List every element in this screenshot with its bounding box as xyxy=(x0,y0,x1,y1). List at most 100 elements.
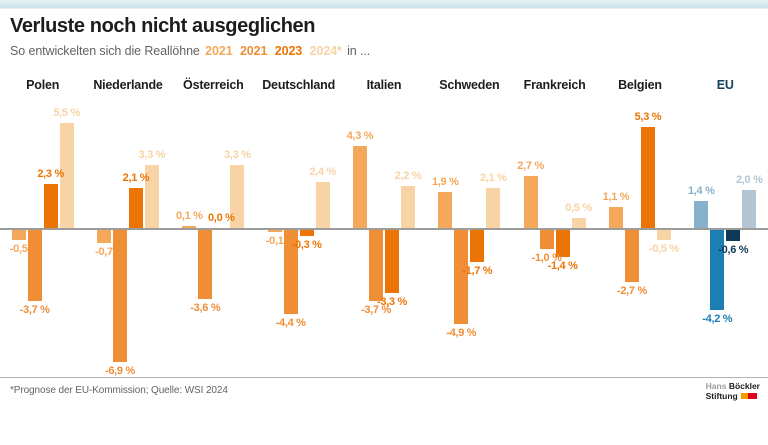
bar-value-label: 4,3 % xyxy=(346,130,374,142)
bar-2023-italien xyxy=(384,230,399,293)
bar-2024-polen xyxy=(59,123,74,228)
subtitle-suffix: in ... xyxy=(347,44,371,58)
bar-value-label: -3,3 % xyxy=(376,296,407,308)
bar-2024-niederlande xyxy=(144,165,159,228)
chart-subtitle: So entwickelten sich die Reallöhne 2021 … xyxy=(10,44,758,58)
country-group-sterreich: Österreich 0,1 % -3,6 % 0,0 % 3,3 % xyxy=(171,70,256,377)
country-group-eu: EU 1,4 % -4,2 % -0,6 % 2,0 % xyxy=(683,70,768,377)
page-title: Verluste noch nicht ausgeglichen xyxy=(10,15,316,37)
country-group-belgien: Belgien 1,1 % -2,7 % 5,3 % -0,5 % xyxy=(597,70,682,377)
legend-year-4: 2024* xyxy=(309,44,342,58)
zero-baseline xyxy=(0,228,768,230)
bar-2021-belgien xyxy=(624,230,639,282)
bar-2024-deutschland xyxy=(315,182,330,228)
bar-value-label: -0,6 % xyxy=(718,244,749,256)
logo-mark-icon xyxy=(740,392,757,399)
bar-2021-italien xyxy=(352,146,367,228)
bar-value-label: 3,3 % xyxy=(223,149,251,161)
bar-2021-schweden xyxy=(454,230,469,324)
country-label: Niederlande xyxy=(93,78,163,92)
bar-value-label: -4,9 % xyxy=(446,327,477,339)
bar-2023-polen xyxy=(43,184,58,228)
bar-2023-niederlande xyxy=(128,188,143,228)
bar-2021-eu xyxy=(710,230,725,310)
bar-value-label: -4,4 % xyxy=(275,317,306,329)
bar-value-label: -1,4 % xyxy=(547,260,578,272)
legend-year-2: 2021 xyxy=(239,44,268,58)
bar-value-label: 2,1 % xyxy=(479,172,507,184)
bar-2021-deutschland xyxy=(267,230,282,232)
bar-value-label: -4,2 % xyxy=(702,313,733,325)
bar-value-label: 5,3 % xyxy=(634,111,662,123)
bar-value-label: 0,5 % xyxy=(565,202,592,214)
country-label: Polen xyxy=(26,78,60,92)
country-label: Belgien xyxy=(618,78,662,92)
bar-value-label: 5,5 % xyxy=(53,107,80,119)
chart: Polen -0,5 -3,7 % 2,3 % 5,5 % Niederlande -0,7… xyxy=(0,70,768,377)
country-label: EU xyxy=(716,78,734,92)
bar-2021-niederlande xyxy=(96,230,111,243)
bar-2024-sterreich xyxy=(230,165,245,228)
country-group-niederlande: Niederlande -0,7 -6,9 % 2,1 % 3,3 % xyxy=(85,70,170,377)
bar-2021-sterreich xyxy=(198,230,213,299)
country-label: Schweden xyxy=(439,78,500,92)
bar-value-label: -1,7 % xyxy=(462,265,493,277)
country-group-italien: Italien 4,3 % -3,7 % -3,3 % 2,2 % xyxy=(341,70,426,377)
bar-2023-frankreich xyxy=(555,230,570,257)
country-group-schweden: Schweden 1,9 % -4,9 % -1,7 % 2,1 % xyxy=(427,70,512,377)
bar-value-label: 1,1 % xyxy=(602,191,630,203)
bar-2024-frankreich xyxy=(571,218,586,228)
bar-2024-italien xyxy=(400,186,415,228)
country-group-polen: Polen -0,5 -3,7 % 2,3 % 5,5 % xyxy=(0,70,85,377)
bar-value-label: 1,4 % xyxy=(687,185,715,197)
bar-value-label: -6,9 % xyxy=(104,365,135,377)
bar-value-label: -3,7 % xyxy=(360,304,391,316)
subtitle-prefix: So entwickelten sich die Reallöhne xyxy=(10,44,200,58)
bar-value-label: 0,0 % xyxy=(207,212,235,224)
bar-value-label: -0,7 xyxy=(95,246,113,258)
logo-text-hans: Hans xyxy=(705,381,727,391)
bar-2021-niederlande xyxy=(112,230,127,362)
bar-value-label: 3,3 % xyxy=(138,149,166,161)
country-group-frankreich: Frankreich 2,7 % -1,0 % -1,4 % 0,5 % xyxy=(512,70,597,377)
bar-value-label: -0,5 xyxy=(9,243,28,255)
bar-2021-deutschland xyxy=(283,230,298,314)
bar-2021-schweden xyxy=(438,192,453,228)
hans-boeckler-stiftung-logo: Hans Böckler Stiftung xyxy=(705,381,760,402)
top-accent-strip xyxy=(0,0,768,9)
bar-value-label: 1,9 % xyxy=(431,176,459,188)
bar-2021-polen xyxy=(27,230,42,301)
bar-value-label: -3,6 % xyxy=(190,302,221,314)
country-label: Frankreich xyxy=(523,78,586,92)
bar-2021-belgien xyxy=(608,207,623,228)
bar-value-label: 2,0 % xyxy=(735,174,763,186)
bar-value-label: -1,0 % xyxy=(531,252,562,264)
bar-2023-deutschland xyxy=(299,230,314,236)
bar-value-label: -0,5 % xyxy=(648,243,679,255)
header: Verluste noch nicht ausgeglichen So entw… xyxy=(10,15,758,58)
country-group-deutschland: Deutschland -0,1 -4,4 % -0,3 % 2,4 % xyxy=(256,70,341,377)
bar-2024-belgien xyxy=(656,230,671,240)
country-label: Österreich xyxy=(183,78,244,92)
bar-2021-sterreich xyxy=(182,226,197,228)
legend-year-1: 2021 xyxy=(205,44,233,58)
logo-text-stiftung: Stiftung xyxy=(705,390,738,401)
bar-2021-frankreich xyxy=(523,176,538,228)
bar-2021-polen xyxy=(11,230,26,240)
bar-2023-eu xyxy=(726,230,741,241)
bar-2024-schweden xyxy=(486,188,501,228)
bar-value-label: 2,3 % xyxy=(37,168,64,180)
footer: *Prognose der EU-Kommission; Quelle: WSI… xyxy=(0,377,768,445)
legend-year-3: 2023 xyxy=(274,44,303,58)
bar-2024-eu xyxy=(742,190,757,228)
bar-value-label: 2,7 % xyxy=(517,160,544,172)
bar-2021-italien xyxy=(368,230,383,301)
bar-value-label: -3,7 % xyxy=(19,304,50,316)
bar-value-label: 0,1 % xyxy=(175,210,203,222)
bar-value-label: 2,2 % xyxy=(394,170,422,182)
bar-value-label: 2,4 % xyxy=(309,166,336,178)
bar-2023-schweden xyxy=(470,230,485,262)
bar-value-label: -0,3 % xyxy=(291,239,322,251)
country-label: Deutschland xyxy=(262,78,336,92)
